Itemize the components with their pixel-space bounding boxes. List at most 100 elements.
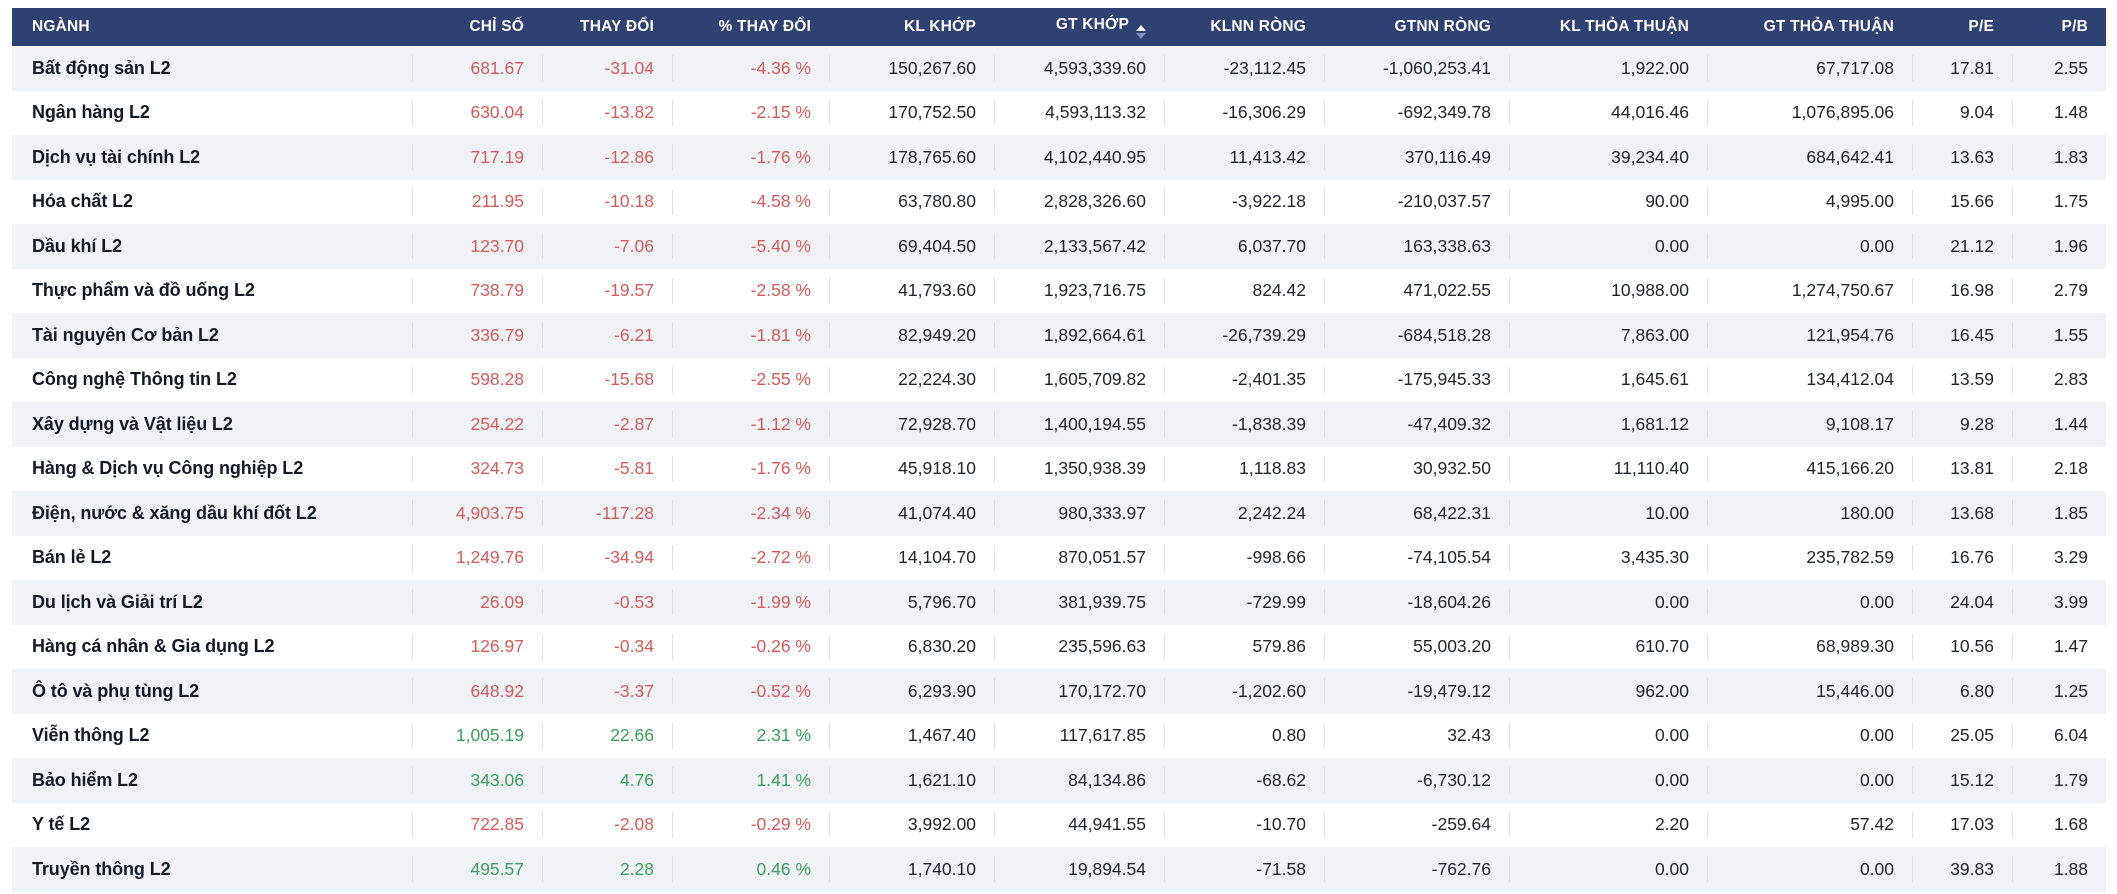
- change-cell: -6.21: [542, 313, 672, 358]
- sector-row[interactable]: Dầu khí L2 123.70 -7.06 -5.40 % 69,404.50 2,1…: [12, 224, 2106, 269]
- pb-cell: 1.68: [2012, 802, 2106, 847]
- sector-row[interactable]: Xây dựng và Vật liệu L2 254.22 -2.87 -1.12 …: [12, 402, 2106, 447]
- sector-row[interactable]: Điện, nước & xăng dầu khí đốt L2 4,903.75…: [12, 491, 2106, 536]
- pe-cell: 15.12: [1912, 758, 2012, 803]
- column-header-change_pct[interactable]: % THAY ĐỔI: [672, 8, 829, 46]
- put-through-value-cell: 684,642.41: [1707, 135, 1912, 180]
- sector-name-cell: Hóa chất L2: [32, 191, 133, 212]
- table-body: Bất động sản L2 681.67 -31.04 -4.36 % 150,26…: [12, 46, 2106, 892]
- matched-value-cell: 4,102,440.95: [994, 135, 1164, 180]
- sector-row[interactable]: Bất động sản L2 681.67 -31.04 -4.36 % 150,26…: [12, 46, 2106, 91]
- put-through-volume-cell: 0.00: [1509, 847, 1707, 892]
- foreign-net-volume-cell: -10.70: [1164, 802, 1324, 847]
- pb-cell: 1.88: [2012, 847, 2106, 892]
- pb-cell: 6.04: [2012, 713, 2106, 758]
- column-header-label: THAY ĐỔI: [580, 18, 654, 35]
- sector-row[interactable]: Du lịch và Giải trí L2 26.09 -0.53 -1.99 % 5…: [12, 580, 2106, 625]
- change-cell: -31.04: [542, 46, 672, 91]
- sector-row[interactable]: Hàng & Dịch vụ Công nghiệp L2 324.73 -5.81…: [12, 446, 2106, 491]
- column-header-matched_vol[interactable]: KL KHỚP: [829, 8, 994, 46]
- matched-volume-cell: 69,404.50: [829, 224, 994, 269]
- put-through-volume-cell: 962.00: [1509, 669, 1707, 714]
- foreign-net-value-cell: -19,479.12: [1324, 669, 1509, 714]
- table-header: NGÀNH CHỈ SỐ THAY ĐỔI % THAY ĐỔI KL KHỚP GT K…: [12, 8, 2106, 46]
- pb-cell: 1.55: [2012, 313, 2106, 358]
- foreign-net-value-cell: -74,105.54: [1324, 535, 1509, 580]
- column-header-putthrough_val[interactable]: GT THỎA THUẬN: [1707, 8, 1912, 46]
- sector-row[interactable]: Y tế L2 722.85 -2.08 -0.29 % 3,992.00 44,941.…: [12, 802, 2106, 847]
- foreign-net-value-cell: -684,518.28: [1324, 313, 1509, 358]
- sector-row[interactable]: Hóa chất L2 211.95 -10.18 -4.58 % 63,780.80 2…: [12, 179, 2106, 224]
- matched-value-cell: 1,892,664.61: [994, 313, 1164, 358]
- pe-cell: 9.04: [1912, 90, 2012, 135]
- column-header-label: KLNN RÒNG: [1210, 18, 1306, 35]
- pe-cell: 17.81: [1912, 46, 2012, 91]
- index-cell: 722.85: [412, 802, 542, 847]
- header-row: NGÀNH CHỈ SỐ THAY ĐỔI % THAY ĐỔI KL KHỚP GT K…: [12, 8, 2106, 46]
- column-header-index[interactable]: CHỈ SỐ: [412, 8, 542, 46]
- sector-row[interactable]: Viễn thông L2 1,005.19 22.66 2.31 % 1,467.40…: [12, 713, 2106, 758]
- sector-row[interactable]: Thực phẩm và đồ uống L2 738.79 -19.57 -2.58…: [12, 268, 2106, 313]
- pb-cell: 1.44: [2012, 402, 2106, 447]
- matched-volume-cell: 150,267.60: [829, 46, 994, 91]
- column-header-foreign_net_val[interactable]: GTNN RÒNG: [1324, 8, 1509, 46]
- sector-row[interactable]: Công nghệ Thông tin L2 598.28 -15.68 -2.55 …: [12, 357, 2106, 402]
- foreign-net-volume-cell: 6,037.70: [1164, 224, 1324, 269]
- foreign-net-volume-cell: 824.42: [1164, 268, 1324, 313]
- column-header-pb[interactable]: P/B: [2012, 8, 2106, 46]
- matched-value-cell: 2,133,567.42: [994, 224, 1164, 269]
- matched-value-cell: 170,172.70: [994, 669, 1164, 714]
- change-cell: -12.86: [542, 135, 672, 180]
- put-through-value-cell: 415,166.20: [1707, 446, 1912, 491]
- foreign-net-volume-cell: -3,922.18: [1164, 179, 1324, 224]
- sector-name-cell: Tài nguyên Cơ bản L2: [12, 313, 412, 358]
- column-header-matched_val[interactable]: GT KHỚP: [994, 8, 1164, 46]
- matched-value-cell: 870,051.57: [994, 535, 1164, 580]
- change-cell: -7.06: [542, 224, 672, 269]
- change-pct-cell: -2.55 %: [672, 357, 829, 402]
- change-pct-cell: -2.15 %: [672, 90, 829, 135]
- sector-row[interactable]: Tài nguyên Cơ bản L2 336.79 -6.21 -1.81 % 82…: [12, 313, 2106, 358]
- sector-row[interactable]: Hàng cá nhân & Gia dụng L2 126.97 -0.34 -0.…: [12, 624, 2106, 669]
- matched-value-cell: 1,605,709.82: [994, 357, 1164, 402]
- foreign-net-value-cell: -210,037.57: [1324, 179, 1509, 224]
- foreign-net-value-cell: 163,338.63: [1324, 224, 1509, 269]
- sector-row[interactable]: Ngân hàng L2 630.04 -13.82 -2.15 % 170,752.5…: [12, 90, 2106, 135]
- sector-name-cell: Điện, nước & xăng dầu khí đốt L2: [12, 491, 412, 536]
- sector-name-cell: Du lịch và Giải trí L2: [12, 580, 412, 625]
- sector-row[interactable]: Ô tô và phụ tùng L2 648.92 -3.37 -0.52 % 6,2…: [12, 669, 2106, 714]
- put-through-value-cell: 0.00: [1707, 224, 1912, 269]
- index-cell: 324.73: [412, 446, 542, 491]
- put-through-volume-cell: 1,681.12: [1509, 402, 1707, 447]
- column-header-pe[interactable]: P/E: [1912, 8, 2012, 46]
- column-header-putthrough_vol[interactable]: KL THỎA THUẬN: [1509, 8, 1707, 46]
- column-header-label: KL KHỚP: [903, 18, 976, 35]
- index-cell: 598.28: [412, 357, 542, 402]
- put-through-value-cell: 0.00: [1707, 758, 1912, 803]
- column-header-foreign_net_vol[interactable]: KLNN RÒNG: [1164, 8, 1324, 46]
- sector-row[interactable]: Bảo hiểm L2 343.06 4.76 1.41 % 1,621.10 84,13…: [12, 758, 2106, 803]
- change-pct-cell: -1.12 %: [672, 402, 829, 447]
- foreign-net-volume-cell: -1,838.39: [1164, 402, 1324, 447]
- foreign-net-value-cell: -47,409.32: [1324, 402, 1509, 447]
- change-pct-cell: -0.29 %: [672, 802, 829, 847]
- matched-value-cell: 117,617.85: [994, 713, 1164, 758]
- sector-row[interactable]: Dịch vụ tài chính L2 717.19 -12.86 -1.76 % 1…: [12, 135, 2106, 180]
- sector-row[interactable]: Truyền thông L2 495.57 2.28 0.46 % 1,740.10 1…: [12, 847, 2106, 892]
- put-through-value-cell: 67,717.08: [1707, 46, 1912, 91]
- sector-row[interactable]: Bán lẻ L2 1,249.76 -34.94 -2.72 % 14,104.70 8…: [12, 535, 2106, 580]
- sector-name-cell: Bất động sản L2: [12, 46, 412, 91]
- foreign-net-value-cell: -1,060,253.41: [1324, 46, 1509, 91]
- change-cell: -2.08: [542, 802, 672, 847]
- put-through-volume-cell: 1,645.61: [1509, 357, 1707, 402]
- foreign-net-value-cell: 32.43: [1324, 713, 1509, 758]
- pb-cell: 1.83: [2012, 135, 2106, 180]
- put-through-volume-cell: 0.00: [1509, 224, 1707, 269]
- pe-cell: 21.12: [1912, 224, 2012, 269]
- put-through-value-cell: 1,274,750.67: [1707, 268, 1912, 313]
- put-through-volume-cell: 90.00: [1509, 179, 1707, 224]
- put-through-volume-cell: 0.00: [1509, 758, 1707, 803]
- pb-cell: 2.83: [2012, 357, 2106, 402]
- column-header-name[interactable]: NGÀNH: [12, 8, 412, 46]
- column-header-change[interactable]: THAY ĐỔI: [542, 8, 672, 46]
